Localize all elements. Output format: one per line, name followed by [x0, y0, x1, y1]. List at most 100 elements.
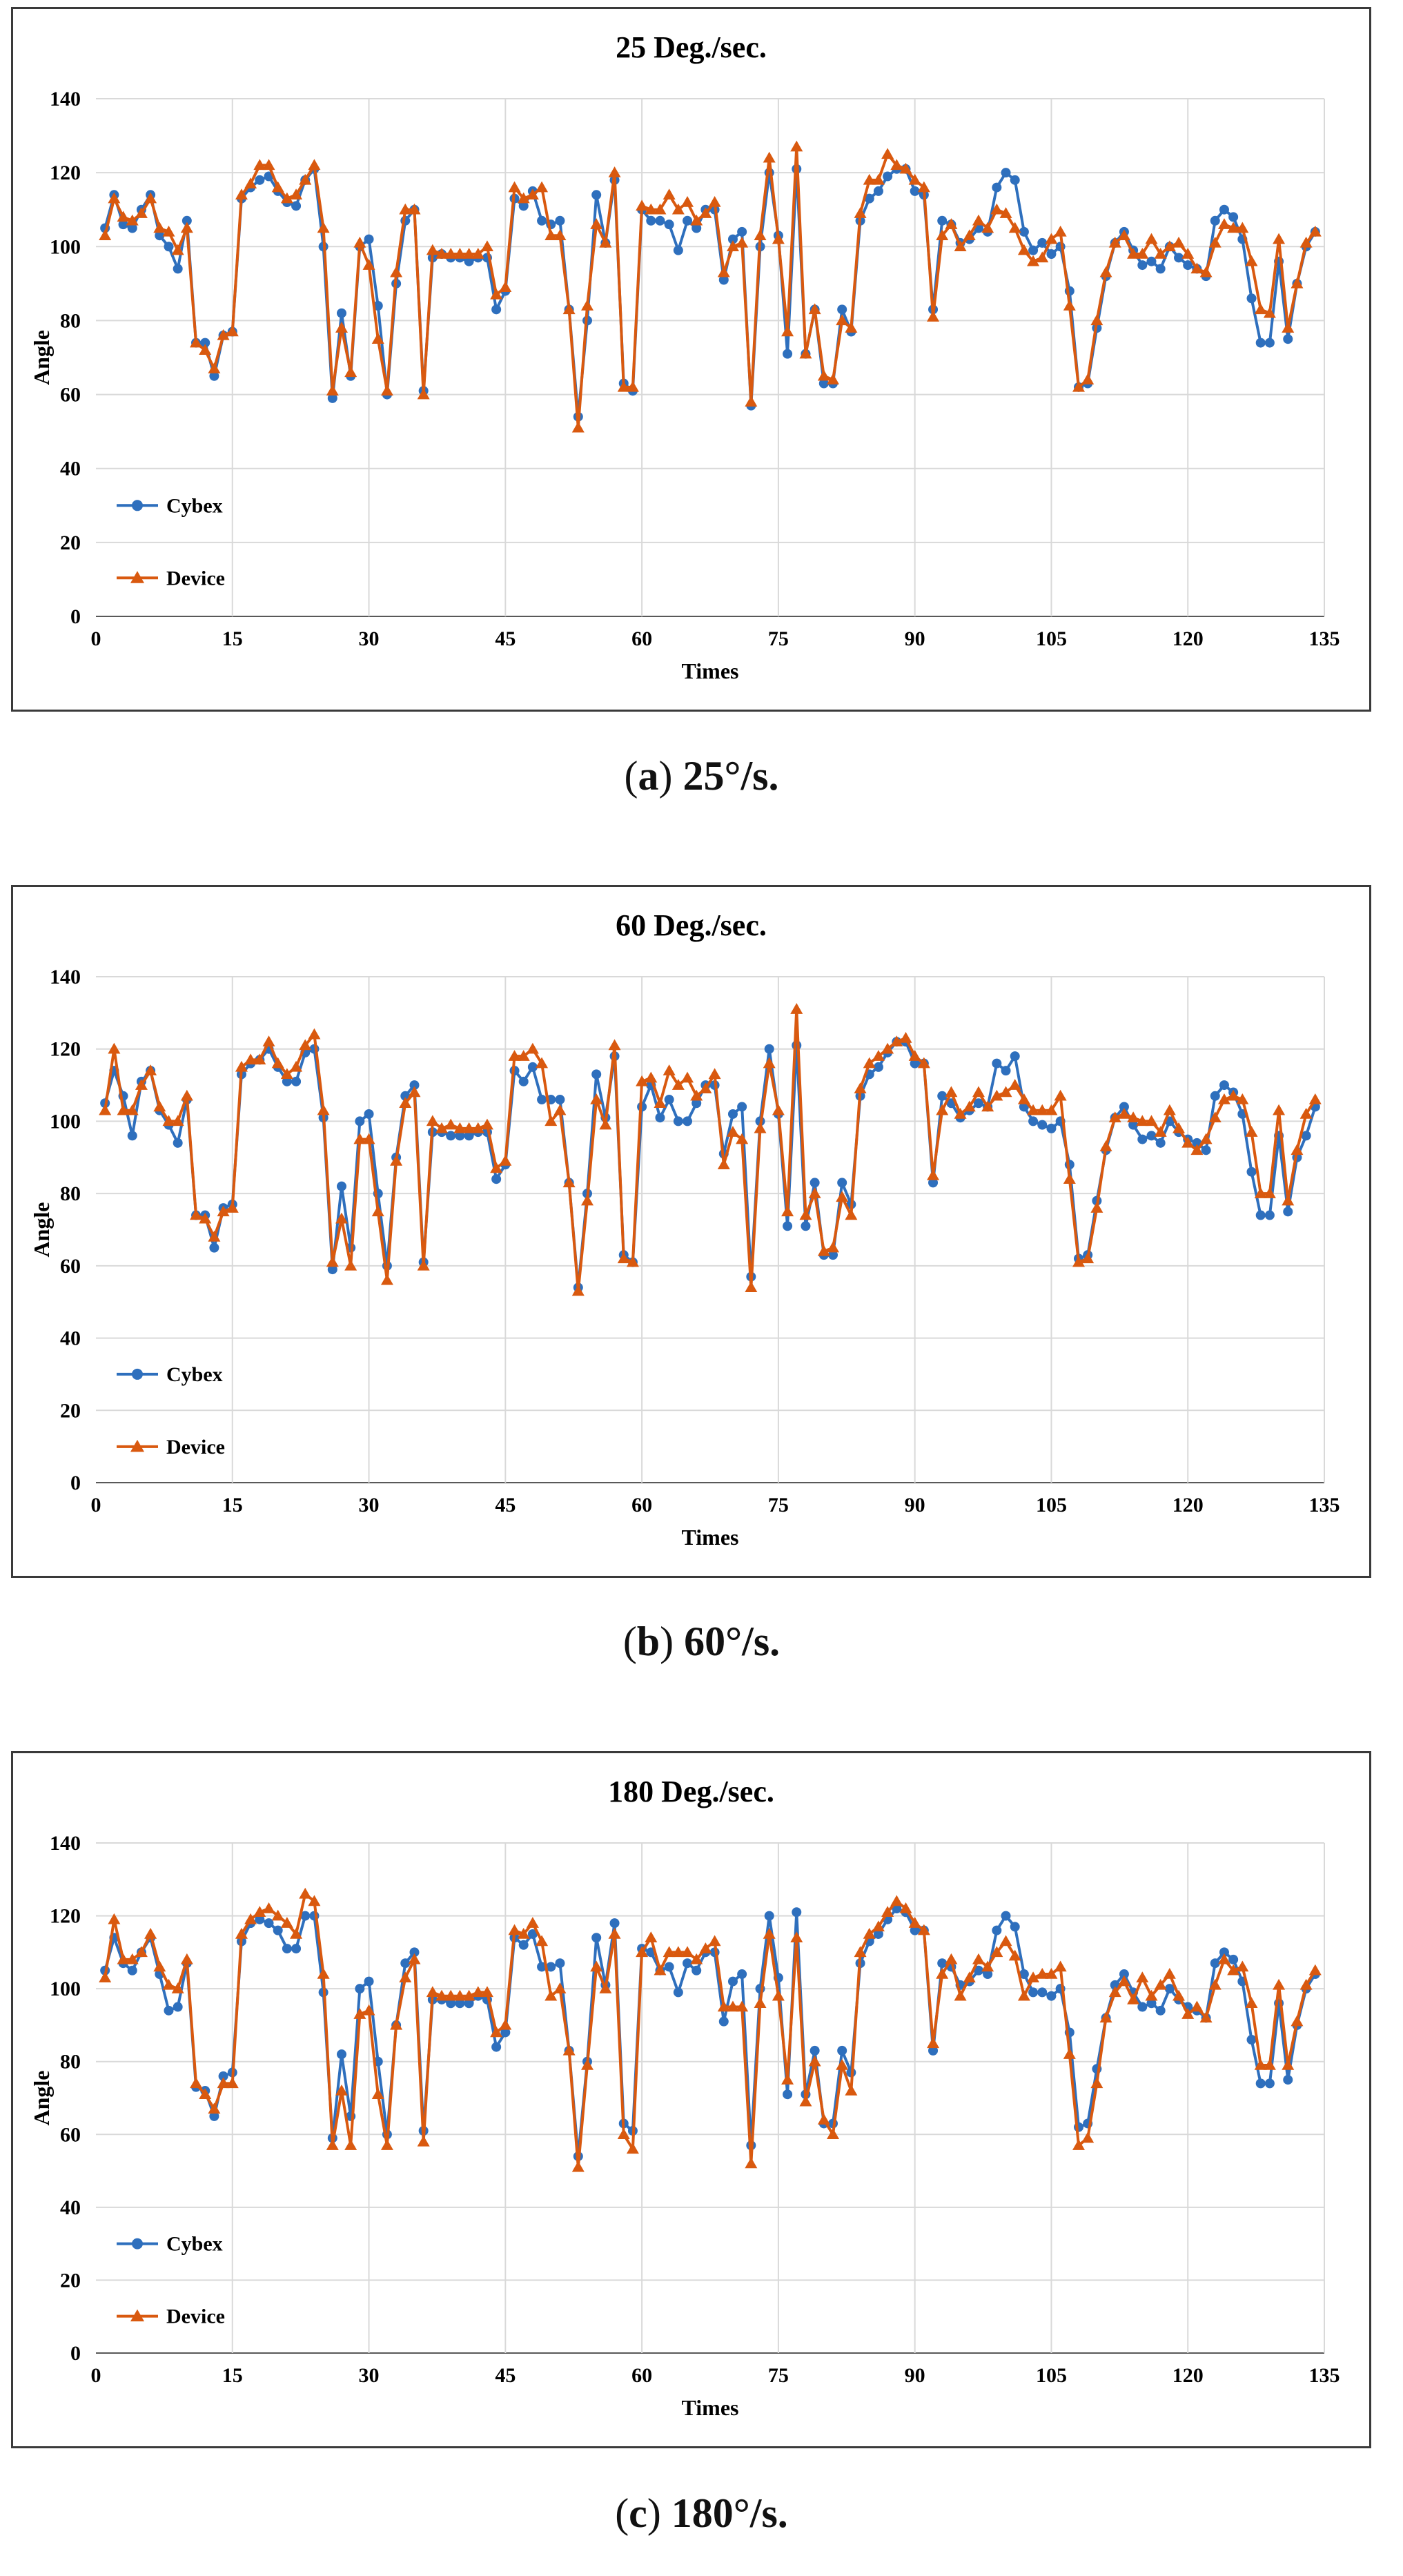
device-point: [881, 1906, 894, 1918]
device-point: [936, 229, 949, 240]
device-point: [317, 222, 330, 233]
device-point: [663, 188, 676, 200]
device-point: [1054, 1089, 1067, 1101]
device-point: [854, 1946, 867, 1958]
device-point: [235, 1927, 248, 1939]
cybex-point: [173, 264, 183, 274]
cybex-point: [1219, 204, 1229, 215]
device-point: [1127, 1993, 1140, 2004]
device-point: [1054, 225, 1067, 237]
device-point: [1008, 1079, 1021, 1090]
device-point: [426, 244, 439, 255]
x-tick-label: 60: [631, 2364, 652, 2387]
device-point: [380, 2139, 393, 2150]
device-point: [608, 1039, 621, 1051]
cybex-point: [1264, 2078, 1275, 2089]
device-point: [190, 2077, 203, 2089]
chart-frame-c: 180 Deg./sec. 0 20 40 60 80 100 120 140 0 15 30 45 60…: [11, 1751, 1371, 2448]
device-point: [280, 192, 293, 204]
x-tick-label: 15: [222, 2364, 243, 2387]
y-tick-label: 100: [50, 235, 81, 258]
device-point: [453, 1989, 467, 2001]
device-point: [153, 222, 166, 233]
cybex-point: [527, 1929, 538, 1939]
device-point: [308, 159, 321, 170]
y-tick-label: 40: [60, 1327, 81, 1350]
device-point: [708, 1068, 721, 1080]
device-point: [690, 1089, 703, 1101]
cybex-point: [664, 1095, 674, 1105]
device-point: [1291, 1144, 1304, 1155]
device-point: [963, 1100, 976, 1112]
device-point: [526, 1042, 539, 1054]
device-point: [362, 2004, 375, 2016]
cybex-point: [1283, 2075, 1293, 2085]
device-point: [536, 1935, 549, 1946]
device-point: [1291, 277, 1304, 289]
device-point: [772, 1104, 785, 1115]
device-point: [981, 222, 994, 233]
device-point: [1154, 1126, 1167, 1137]
device-point: [881, 148, 894, 159]
device-point: [271, 181, 284, 193]
cybex-point: [1001, 1911, 1011, 1921]
device-point: [1163, 1968, 1176, 1979]
x-tick-label: 135: [1309, 2364, 1340, 2387]
device-point: [690, 1953, 703, 1964]
device-point: [1072, 380, 1085, 392]
cybex-point: [937, 1958, 948, 1969]
cybex-point: [1028, 1987, 1039, 1998]
device-point: [435, 1989, 449, 2001]
device-point: [790, 1931, 803, 1942]
cybex-point: [1228, 212, 1239, 222]
device-point: [1163, 1104, 1176, 1115]
cybex-point: [1264, 338, 1275, 348]
cybex-point: [1028, 1116, 1039, 1126]
caption-text-a: 25°/s.: [683, 753, 779, 799]
cybex-point: [591, 1069, 602, 1080]
device-point: [917, 181, 930, 193]
device-point: [1227, 222, 1240, 233]
device-point: [1063, 1173, 1076, 1184]
device-point: [1008, 1949, 1021, 1961]
device-point: [1063, 300, 1076, 311]
device-point: [499, 281, 512, 292]
device-point: [271, 1909, 284, 1921]
legend: Cybex Device: [117, 1363, 225, 1458]
device-point: [963, 1971, 976, 1983]
device-point: [736, 2000, 749, 2012]
device-point: [199, 344, 212, 355]
y-tick-label: 80: [60, 1182, 81, 1205]
device-point: [371, 1205, 384, 1217]
device-point: [1190, 2000, 1204, 2012]
device-point: [217, 1205, 230, 1217]
device-point: [480, 1118, 493, 1130]
device-point: [380, 384, 393, 396]
caption-letter-a: a: [638, 753, 659, 799]
cybex-point: [1137, 1134, 1148, 1144]
device-point: [1227, 1089, 1240, 1101]
device-point: [981, 1960, 994, 1972]
device-point: [290, 188, 303, 200]
device-point: [280, 1068, 293, 1080]
device-point: [462, 1122, 475, 1133]
cybex-point: [200, 338, 210, 348]
figure-caption-a: (a) 25°/s.: [624, 753, 779, 799]
device-point: [571, 2160, 585, 2172]
cybex-point: [1128, 1120, 1139, 1130]
device-point: [171, 244, 184, 255]
device-point: [581, 1194, 593, 1206]
device-point: [1090, 1202, 1103, 1213]
device-point: [899, 1032, 912, 1043]
cybex-point: [1255, 2078, 1266, 2089]
device-point: [335, 322, 348, 333]
gridlines: [96, 976, 1325, 1483]
device-point: [799, 347, 812, 359]
device-point: [1273, 1978, 1286, 1990]
cybex-point: [673, 245, 683, 255]
x-tick-label: 30: [359, 1494, 380, 1516]
legend-label-device: Device: [166, 1436, 225, 1458]
device-point: [1173, 236, 1186, 248]
device-point: [581, 2058, 593, 2070]
device-point: [253, 159, 266, 170]
